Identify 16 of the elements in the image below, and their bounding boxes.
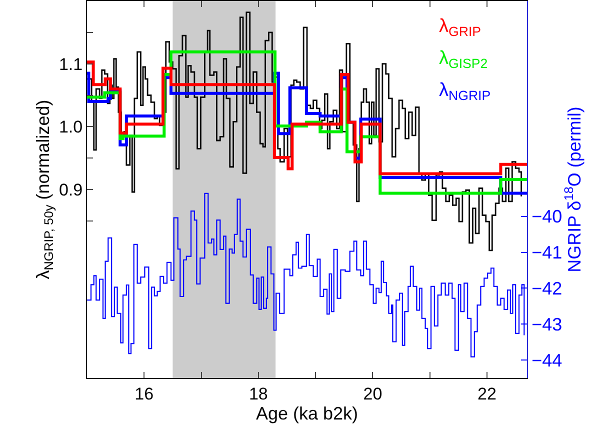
x-tick-label: 22 [478, 384, 496, 404]
x-axis-title: Age (ka b2k) [256, 404, 358, 424]
x-tick-label: 18 [248, 384, 268, 404]
y-tick-label: 0.9 [58, 180, 83, 200]
x-tick-label: 16 [134, 384, 154, 404]
y-tick-label: 1.0 [58, 118, 83, 137]
y2-tick-label: −44 [532, 350, 562, 370]
y2-tick-label: −42 [532, 278, 562, 299]
y2-tick-label: −41 [532, 242, 562, 263]
text: λ$_{GRIP}$ [439, 16, 482, 39]
text: λ$_{NGRIP}$ [439, 80, 491, 103]
text: λ$_{GISP2}$ [439, 48, 488, 71]
x-tick-label: 20 [363, 384, 382, 404]
y-tick-label: 1.1 [58, 54, 83, 74]
y2-tick-label: −43 [532, 314, 562, 334]
y2-tick-label: −40 [532, 206, 562, 227]
